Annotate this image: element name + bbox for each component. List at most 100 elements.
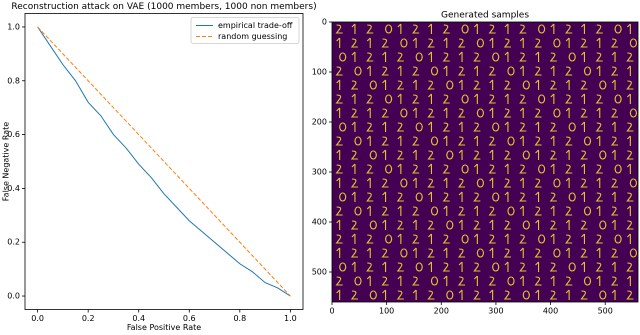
digit-stroke xyxy=(400,38,408,48)
digit-stroke xyxy=(568,192,576,202)
digit-stroke xyxy=(397,205,402,216)
digit-stroke xyxy=(473,122,481,132)
digit-stroke xyxy=(381,136,389,146)
digit-stroke xyxy=(568,122,576,132)
digit-stroke xyxy=(428,261,432,272)
digit-stroke xyxy=(339,122,347,132)
digit-stroke xyxy=(550,93,555,104)
digit-stroke xyxy=(412,276,420,286)
digit-stroke xyxy=(412,24,420,34)
digit-stroke xyxy=(549,122,557,132)
digit-stroke xyxy=(428,121,432,132)
digit-stroke xyxy=(350,248,358,258)
digit-stroke xyxy=(504,51,509,62)
digit-stroke xyxy=(443,135,448,146)
digit-stroke xyxy=(488,206,496,216)
digit-stroke xyxy=(535,191,540,202)
digit-stroke xyxy=(473,135,478,146)
digit-stroke xyxy=(492,52,500,62)
digit-stroke xyxy=(568,52,576,62)
digit-stroke xyxy=(611,289,616,300)
digit-stroke xyxy=(596,275,601,286)
digit-stroke xyxy=(335,234,343,244)
digit-stroke xyxy=(492,192,500,202)
digit-stroke xyxy=(397,275,402,286)
digit-stroke xyxy=(595,24,603,34)
digit-stroke xyxy=(626,52,634,62)
digit-stroke xyxy=(519,37,524,48)
digit-stroke xyxy=(550,23,555,34)
x-tick-label: 0.2 xyxy=(82,314,95,323)
digit-stroke xyxy=(595,192,603,202)
digit-stroke xyxy=(350,220,358,230)
x-axis-label: False Positive Rate xyxy=(127,323,201,331)
digit-stroke xyxy=(488,24,496,34)
digit-stroke xyxy=(534,38,542,48)
digit-stroke xyxy=(415,192,423,202)
digit-stroke xyxy=(519,192,527,202)
digit-stroke xyxy=(335,164,343,174)
digit-stroke xyxy=(473,23,478,34)
digit-stroke xyxy=(599,290,607,300)
digit-stroke xyxy=(504,163,509,174)
digit-stroke xyxy=(519,247,524,258)
digit-stroke xyxy=(503,108,511,118)
digit-stroke xyxy=(473,80,481,90)
digit-stroke xyxy=(488,164,496,174)
digit-stroke xyxy=(443,275,448,286)
digit-stroke xyxy=(366,24,374,34)
digit-stroke xyxy=(565,206,573,216)
digit-stroke xyxy=(549,150,557,160)
digit-stroke xyxy=(412,107,417,118)
digit-stroke xyxy=(595,122,603,132)
digit-stroke xyxy=(489,219,494,230)
digit-stroke xyxy=(430,66,439,76)
digit-stroke xyxy=(553,108,561,118)
digit-stroke xyxy=(442,52,450,62)
line-series xyxy=(37,26,291,297)
digit-stroke xyxy=(461,94,469,104)
digit-stroke xyxy=(596,135,601,146)
digit-stroke xyxy=(366,107,371,118)
digit-stroke xyxy=(565,79,570,90)
digit-stroke xyxy=(580,248,588,258)
digit-stroke xyxy=(534,206,542,216)
digit-stroke xyxy=(350,38,358,48)
y-tick-label: 500 xyxy=(312,268,327,277)
digit-stroke xyxy=(581,191,585,202)
digit-stroke xyxy=(565,66,573,76)
digit-stroke xyxy=(596,107,601,118)
digit-stroke xyxy=(522,150,530,160)
digit-stroke xyxy=(580,38,588,48)
digit-stroke xyxy=(519,177,524,188)
digit-stroke xyxy=(504,233,509,244)
digit-stroke xyxy=(442,262,450,272)
digit-stroke xyxy=(457,38,466,48)
digit-stroke xyxy=(442,164,450,174)
digit-stroke xyxy=(534,276,542,286)
digit-stroke xyxy=(446,150,454,160)
digit-stroke xyxy=(473,233,478,244)
digit-stroke xyxy=(626,150,634,160)
digit-stroke xyxy=(519,135,524,146)
digit-stroke xyxy=(488,94,496,104)
digit-stroke xyxy=(538,24,546,34)
digit-stroke xyxy=(610,276,619,286)
digit-stroke xyxy=(581,93,585,104)
digit-stroke xyxy=(396,52,404,62)
digit-stroke xyxy=(519,107,524,118)
digit-stroke xyxy=(565,289,570,300)
digit-stroke xyxy=(335,136,343,146)
digit-stroke xyxy=(596,205,601,216)
digit-stroke xyxy=(565,107,570,118)
digit-stroke xyxy=(369,290,377,300)
chart-title: Reconstruction attack on VAE (1000 membe… xyxy=(11,2,316,12)
digit-stroke xyxy=(354,206,362,216)
digit-stroke xyxy=(350,150,358,160)
digit-stroke xyxy=(565,276,573,286)
y-axis-label: False Negative Rate xyxy=(2,122,11,201)
digit-stroke xyxy=(336,219,341,230)
digit-stroke xyxy=(580,178,588,188)
digit-stroke xyxy=(581,51,585,62)
